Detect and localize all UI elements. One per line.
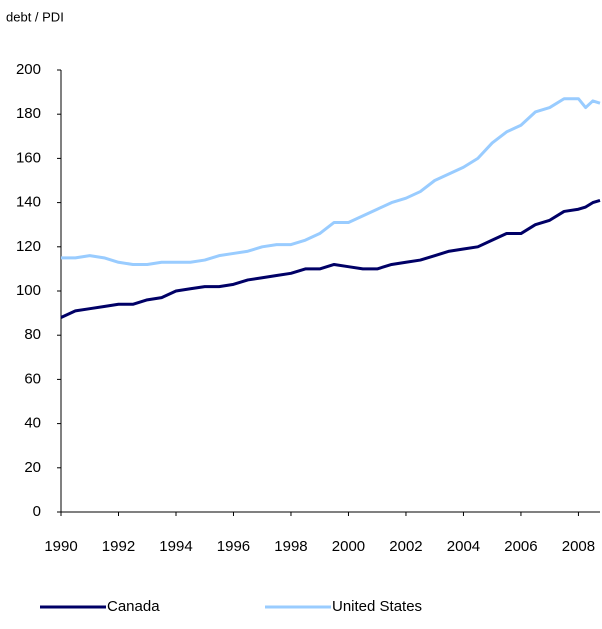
- y-tick-label: 140: [16, 194, 41, 211]
- series-line: [61, 97, 601, 266]
- x-tick-label: 2000: [332, 538, 365, 555]
- y-tick-label: 0: [33, 503, 41, 520]
- y-tick-label: 120: [16, 238, 41, 255]
- y-tick-label: 200: [16, 61, 41, 78]
- series-line: [60, 198, 601, 319]
- x-tick-label: 2004: [447, 538, 480, 555]
- x-tick-label: 1992: [102, 538, 135, 555]
- x-tick-label: 1994: [159, 538, 192, 555]
- y-tick-label: 180: [16, 105, 41, 122]
- y-tick-label: 80: [24, 326, 41, 343]
- y-tick-label: 60: [24, 370, 41, 387]
- x-tick-label: 1998: [274, 538, 307, 555]
- y-tick-label: 160: [16, 149, 41, 166]
- x-tick-label: 1996: [217, 538, 250, 555]
- y-tick-label: 20: [24, 459, 41, 476]
- y-tick-label: 100: [16, 282, 41, 299]
- x-tick-label: 2002: [389, 538, 422, 555]
- x-tick-label: 2006: [504, 538, 537, 555]
- x-tick-label: 2008: [562, 538, 595, 555]
- x-tick-label: 1990: [44, 538, 77, 555]
- legend-label: Canada: [107, 598, 160, 615]
- y-axis-title: debt / PDI: [6, 9, 64, 24]
- y-tick-label: 40: [24, 415, 41, 432]
- legend-label: United States: [332, 598, 422, 615]
